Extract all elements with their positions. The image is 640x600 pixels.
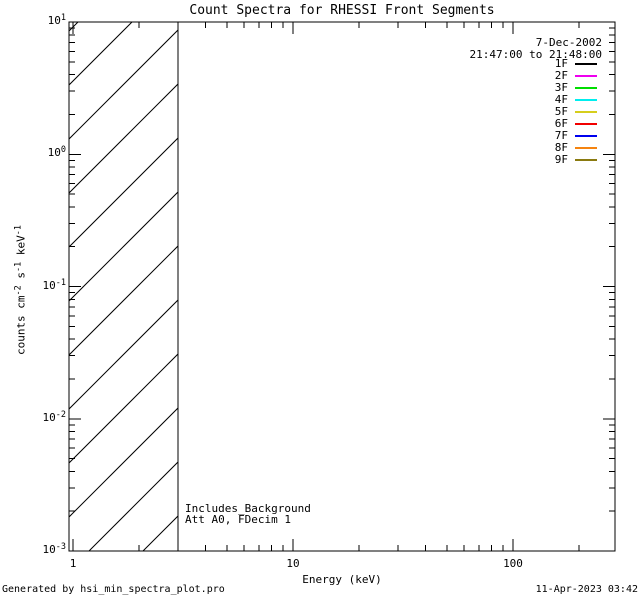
legend-date: 7-Dec-2002 <box>535 36 602 49</box>
legend-series-line <box>575 123 597 125</box>
legend-series-line <box>575 87 597 89</box>
y-tick-label: 10-2 <box>42 409 67 424</box>
hatch-line <box>69 22 79 32</box>
legend-series-label: 8F <box>554 140 568 154</box>
legend-series-line <box>575 111 597 113</box>
plot-frame <box>68 21 616 552</box>
legend-series-line <box>575 135 597 137</box>
legend-series-label: 6F <box>554 116 568 130</box>
hatch-line <box>69 245 178 356</box>
hatch-line <box>69 407 178 518</box>
hatch-line <box>88 461 178 551</box>
x-axis-label: Energy (keV) <box>302 573 382 586</box>
legend-series-line <box>575 147 597 149</box>
legend-time-range: 21:47:00 to 21:48:00 <box>469 48 602 61</box>
legend-series-label: 3F <box>554 80 568 94</box>
footer-generator-text: Generated by hsi_min_spectra_plot.pro <box>2 584 225 595</box>
hatch-line <box>69 29 178 140</box>
legend-series-line <box>575 159 597 161</box>
legend-series-label: 9F <box>554 152 568 166</box>
note-attenuator-decimation: Att A0, FDecim 1 <box>185 513 291 526</box>
hatch-band <box>69 22 178 551</box>
hatch-line <box>69 83 178 194</box>
y-tick-label: 10-1 <box>42 277 67 292</box>
y-tick-label: 101 <box>47 13 66 27</box>
x-tick-label: 100 <box>503 557 523 570</box>
legend-series-line <box>575 99 597 101</box>
legend-series-line <box>575 75 597 77</box>
chart-title: Count Spectra for RHESSI Front Segments <box>189 3 495 18</box>
note-includes-background: Includes_Background <box>185 502 311 515</box>
legend-series-label: 2F <box>554 68 568 82</box>
legend-series-line <box>575 63 597 65</box>
hatch-line <box>69 299 178 410</box>
x-tick-label: 10 <box>286 557 300 570</box>
legend-series-label: 1F <box>554 56 568 70</box>
y-tick-label: 10-3 <box>42 542 67 556</box>
hatch-line <box>69 191 178 302</box>
footer-timestamp: 11-Apr-2023 03:42 <box>535 584 638 595</box>
y-axis-label: counts cm-2 s-1 keV-1 <box>13 224 28 356</box>
legend-series-label: 7F <box>554 128 568 142</box>
legend-series-label: 4F <box>554 92 568 106</box>
x-tick-label: 1 <box>69 557 77 570</box>
legend-series-label: 5F <box>554 104 568 118</box>
y-tick-label: 100 <box>47 145 66 160</box>
